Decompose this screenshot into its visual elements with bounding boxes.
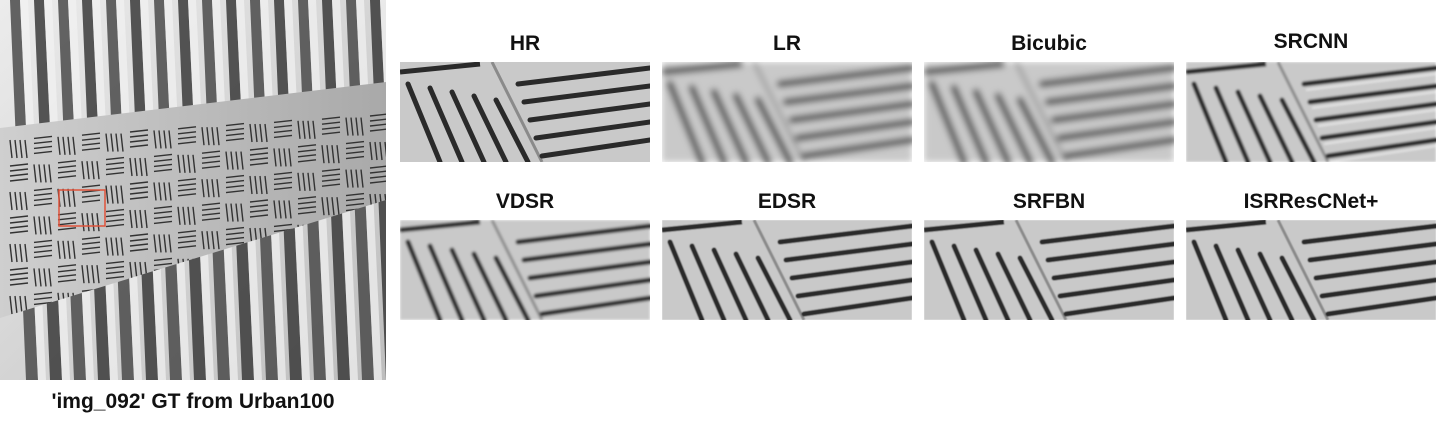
crop-isrrescnet (1186, 220, 1436, 320)
panel-label-edsr: EDSR (757, 190, 817, 213)
panel-label-srfbn: SRFBN (1012, 190, 1086, 213)
roi-box (58, 189, 106, 227)
panel-label-vdsr: VDSR (495, 190, 555, 213)
crop-hr (400, 62, 650, 162)
panel-label-lr: LR (773, 32, 801, 55)
crop-bicubic (924, 62, 1174, 162)
building-photo (0, 0, 386, 380)
crop-edsr (662, 220, 912, 320)
crop-srcnn (1186, 62, 1436, 162)
panel-label-hr: HR (509, 32, 541, 55)
main-caption: 'img_092' GT from Urban100 (51, 390, 335, 413)
panel-label-bicubic: Bicubic (1011, 32, 1087, 55)
panel-label-isrrescnet: ISRResCNet+ (1243, 190, 1379, 213)
crop-vdsr (400, 220, 650, 320)
crop-srfbn (924, 220, 1174, 320)
crop-lr (662, 62, 912, 162)
panel-label-srcnn: SRCNN (1273, 30, 1349, 53)
